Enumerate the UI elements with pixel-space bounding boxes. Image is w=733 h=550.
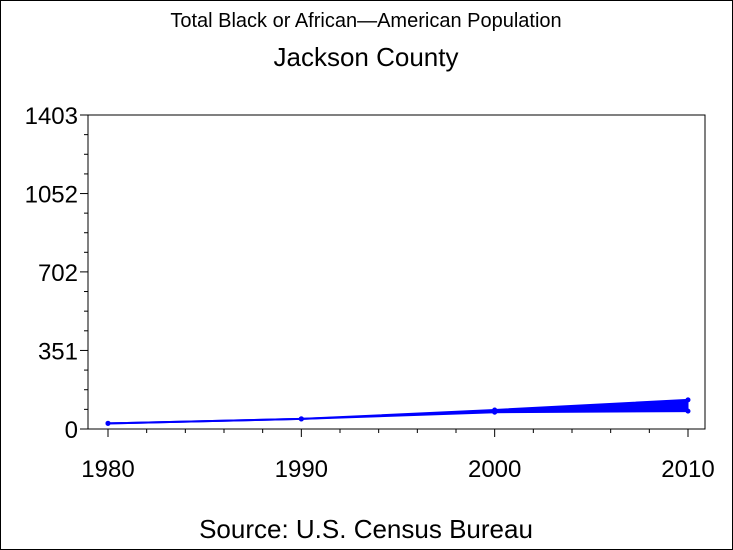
y-axis: 0 351 702 1052 1403 (25, 103, 88, 444)
y-tick-label: 702 (38, 260, 78, 287)
source-note: Source: U.S. Census Bureau (199, 514, 533, 544)
x-tick-label: 1990 (275, 456, 328, 483)
chart-title: Total Black or African—American Populati… (170, 10, 561, 32)
data-point (685, 397, 691, 403)
data-point (105, 420, 111, 426)
y-tick-label: 1403 (25, 103, 78, 130)
x-axis: 1980 1990 2000 2010 (81, 429, 715, 483)
x-tick-label: 2010 (661, 456, 714, 483)
series-layer (105, 397, 691, 426)
data-point (492, 409, 498, 415)
data-point (685, 408, 691, 414)
series-line (107, 410, 689, 425)
data-point (298, 416, 304, 422)
y-tick-label: 0 (65, 417, 78, 444)
x-tick-label: 1980 (81, 456, 134, 483)
x-tick-label: 2000 (468, 456, 521, 483)
chart-subtitle: Jackson County (274, 42, 459, 72)
plot-area (87, 114, 706, 430)
y-tick-label: 351 (38, 338, 78, 365)
y-tick-label: 1052 (25, 182, 78, 209)
